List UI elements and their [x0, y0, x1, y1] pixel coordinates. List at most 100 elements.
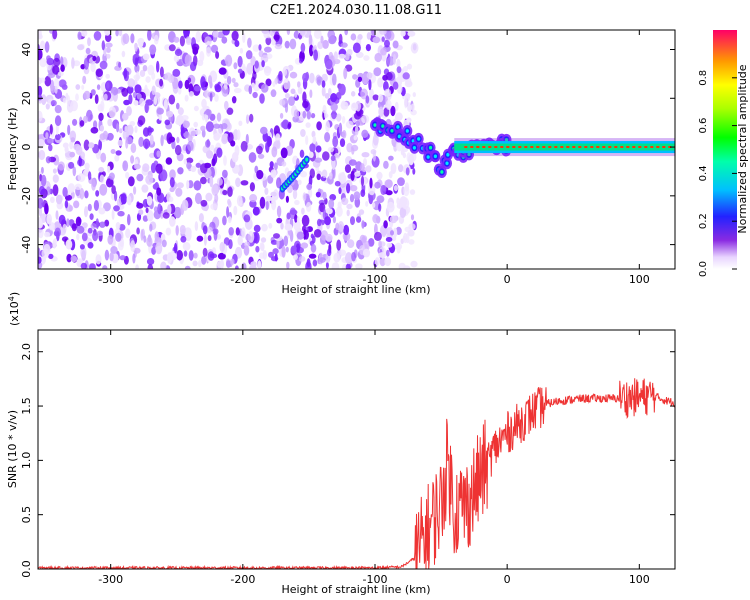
y-tick-label: -40: [20, 236, 33, 254]
noise-blob: [110, 246, 118, 254]
noise-blob: [385, 72, 393, 81]
noise-blob: [155, 163, 163, 174]
noise-blob: [257, 153, 265, 159]
noise-blob: [122, 160, 129, 172]
noise-blob: [270, 89, 277, 98]
noise-blob: [116, 123, 120, 133]
noise-blob: [263, 65, 272, 76]
noise-blob: [188, 91, 194, 97]
noise-blob: [71, 223, 77, 232]
noise-blob: [99, 174, 105, 184]
noise-blob: [265, 195, 272, 202]
noise-blob: [146, 210, 154, 222]
noise-blob: [361, 114, 370, 124]
noise-blob: [259, 196, 266, 209]
noise-blob: [230, 258, 235, 265]
noise-blob: [107, 165, 111, 173]
noise-blob: [77, 173, 86, 182]
x-tick-label: 0: [504, 273, 511, 286]
noise-blob: [223, 80, 228, 90]
x-tick-label: -300: [98, 573, 123, 586]
noise-blob: [218, 67, 227, 75]
noise-blob: [357, 34, 363, 40]
noise-blob: [265, 36, 272, 46]
noise-blob: [60, 64, 65, 72]
noise-blob: [105, 178, 114, 188]
noise-blob: [83, 115, 89, 124]
noise-blob: [259, 242, 265, 251]
noise-blob: [365, 44, 371, 52]
noise-blob: [130, 143, 137, 154]
noise-blob: [320, 35, 324, 44]
noise-blob: [188, 250, 194, 261]
noise-blob: [221, 136, 228, 145]
dispersion-core: [440, 170, 444, 174]
noise-blob: [347, 239, 355, 249]
snr-y-exponent-power: 4: [7, 296, 16, 301]
noise-blob: [309, 89, 313, 98]
noise-blob: [286, 212, 291, 220]
noise-blob: [393, 227, 398, 238]
noise-blob: [205, 192, 213, 202]
noise-blob: [260, 126, 268, 135]
noise-blob: [381, 230, 387, 238]
snr-panel: -300 -200 -100 0 100 0.0 0.5 1.0 1.5 2.0 Height …: [6, 292, 676, 596]
colorbar-ticks: 0.0 0.2 0.4 0.6 0.8: [698, 70, 737, 277]
noise-blob: [254, 60, 259, 69]
noise-blob: [97, 104, 104, 112]
noise-blob: [160, 261, 167, 269]
noise-blob: [210, 203, 218, 210]
noise-blob: [198, 213, 204, 223]
noise-blob: [165, 227, 172, 236]
spectrogram-y-axis-label: Frequency (Hz): [6, 108, 19, 191]
noise-blob: [147, 263, 154, 269]
noise-blob: [55, 123, 59, 136]
noise-blob: [298, 256, 306, 262]
noise-blob: [38, 138, 45, 149]
noise-blob: [312, 135, 317, 145]
dispersion-core: [412, 146, 417, 150]
noise-blob: [201, 129, 206, 138]
noise-blob: [350, 185, 358, 192]
noise-blob: [328, 198, 335, 209]
noise-blob: [282, 68, 288, 77]
noise-blob: [130, 155, 135, 164]
noise-blob: [222, 215, 227, 226]
noise-blob: [385, 190, 393, 196]
noise-blob: [396, 203, 402, 209]
noise-blob: [321, 86, 326, 97]
noise-blob: [193, 85, 201, 92]
noise-blob: [331, 262, 340, 269]
noise-blob: [226, 206, 230, 218]
noise-blob: [66, 253, 72, 263]
noise-blob: [344, 164, 352, 174]
noise-blob: [309, 72, 315, 84]
noise-blob: [280, 147, 288, 159]
noise-blob: [120, 193, 127, 205]
noise-blob: [284, 103, 289, 113]
noise-blob: [185, 36, 192, 44]
noise-blob: [343, 67, 348, 80]
noise-blob: [404, 96, 408, 109]
dispersion-core: [433, 154, 438, 159]
noise-blob: [265, 78, 272, 87]
noise-blob: [193, 121, 198, 128]
noise-blob: [354, 125, 359, 136]
noise-blob: [133, 247, 141, 254]
noise-blob: [300, 129, 306, 137]
noise-blob: [79, 244, 85, 250]
noise-blob: [107, 118, 113, 127]
noise-blob: [179, 224, 186, 235]
noise-blob: [398, 164, 404, 173]
noise-blob: [369, 177, 373, 189]
noise-blob: [149, 134, 154, 145]
noise-blob: [407, 154, 415, 166]
noise-blob: [62, 142, 69, 149]
noise-blob: [334, 180, 341, 187]
noise-blob: [115, 222, 121, 230]
noise-blob: [405, 167, 410, 176]
noise-blob: [243, 214, 251, 223]
noise-blob: [211, 184, 219, 196]
noise-blob: [58, 214, 66, 225]
noise-blob: [302, 110, 307, 119]
